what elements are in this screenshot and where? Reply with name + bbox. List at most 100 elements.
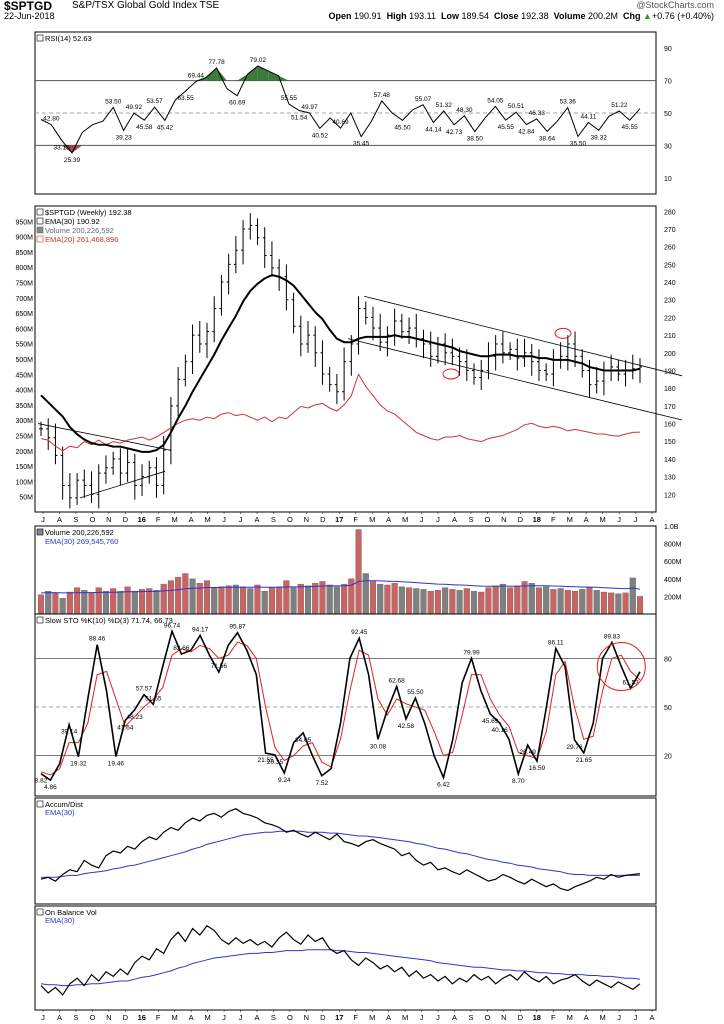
mid-x-label: M [567,515,573,524]
volume-bar [131,590,138,615]
rsi-overbought-fill [206,67,217,81]
stoch-value-label: 26.49 [520,749,537,756]
mid-x-label: J [617,515,621,524]
price-y-tick: 140 [664,457,676,464]
volume-bar [362,573,369,615]
bottom-x-label: A [649,1013,654,1022]
bottom-x-label: M [567,1013,573,1022]
rsi-value-label: 39.32 [591,134,608,141]
open-value: 190.91 [354,11,382,21]
rsi-value-label: 46.33 [529,110,546,117]
volume-bar [564,590,571,615]
rsi-overbought-fill [257,65,269,81]
price-y-tick: 260 [664,245,676,252]
price-y-tick: 270 [664,227,676,234]
mid-x-label: M [599,515,605,524]
obv-panel-frame [34,905,657,1011]
stoch-value-label: 20.35 [267,759,284,766]
volume-bar [182,573,189,615]
mid-x-label: A [57,515,62,524]
channel-upper-line [363,295,683,377]
stoch-value-label: 45.69 [482,718,499,725]
rsi-overbought-fill [268,70,279,81]
stoch-value-label: 34.05 [295,737,312,744]
volume-bar [586,587,593,615]
volume-bar [52,592,59,615]
bottom-x-label: 16 [138,1013,146,1022]
mid-x-label: F [156,515,161,524]
bottom-x-label: A [254,1013,259,1022]
rsi-value-label: 49.97 [301,104,318,111]
rsi-oversold-fill [61,145,72,153]
rsi-value-label: 44.11 [580,114,596,121]
rsi-value-label: 69.44 [188,73,205,80]
mid-x-label: A [189,515,194,524]
bottom-x-label: O [484,1013,490,1022]
price-y-tick: 250 [664,262,676,269]
bottom-x-label: N [106,1013,111,1022]
rsi-value-label: 45.42 [157,124,174,131]
volume-bar [463,588,470,615]
rsi-value-label: 42.73 [446,129,463,136]
volume-bar [124,586,131,615]
rsi-value-label: 38.64 [539,135,556,142]
volume-bar [175,576,182,615]
wedge-upper-line [37,423,171,451]
high-circle-annotation [554,327,572,339]
volume-y-tick: 800M [15,265,33,272]
bottom-x-label: 18 [533,1013,541,1022]
low-circle-annotation [442,368,460,380]
volume-y-tick: 800M [664,542,682,549]
volume-y-tick: 250M [15,434,33,441]
volume-y-tick: 750M [15,281,33,288]
volume-bar [261,590,268,615]
symbol: $SPTGD [4,0,53,13]
price-legend-swatch [36,235,44,243]
volume-bar [499,583,506,615]
brand-logo[interactable]: @StockCharts.com [636,0,714,10]
rsi-value-label: 54.05 [487,97,504,104]
volume-bar [45,590,52,615]
rsi-value-label: 39.23 [115,134,132,141]
stoch-y-tick: 80 [664,656,672,663]
volume-bar [384,584,391,615]
rsi-line [40,65,641,154]
chg-value: +0.76 (+0.40%) [651,11,714,21]
bottom-x-label: F [156,1013,161,1022]
chg-label: Chg [623,11,641,21]
volume-bar [420,589,427,615]
volume-bar [203,580,211,615]
bottom-x-label: J [617,1013,621,1022]
obv-ema-line [40,949,641,987]
volume-bar [413,588,420,615]
volume-y-tick: 100M [15,479,33,486]
stoch-value-label: 82.66 [173,645,190,652]
rsi-value-label: 79.02 [250,57,267,64]
rsi-value-label: 44.14 [425,126,442,133]
rsi-value-label: 55.55 [281,95,298,102]
bottom-x-label: D [320,1013,326,1022]
rsi-value-label: 63.55 [177,95,194,102]
quote-line: Open 190.91 High 193.11 Low 189.54 Close… [329,11,715,21]
chart-header: $SPTGD S&P/TSX Global Gold Index TSE 22-… [0,0,724,24]
volume-bar [102,590,109,615]
volume-bar [225,585,232,615]
chg-arrow: ▲ [643,11,652,21]
price-y-tick: 180 [664,386,676,393]
volume-bar [514,585,521,615]
obv-legend-swatch [36,908,44,916]
price-y-tick: 220 [664,315,676,322]
bottom-x-label: A [452,1013,457,1022]
volume-y-tick: 200M [15,449,33,456]
volume-bar [492,585,499,615]
stoch-legend: Slow STO %K(10) %D(3) 71.74, 66.73 [45,616,173,625]
rsi-value-label: 51.22 [611,102,628,109]
close-label: Close [494,11,519,21]
price-y-tick: 200 [664,351,676,358]
price-legend-swatch [36,217,44,225]
stoch-k-line [40,628,641,782]
volume-bar [593,590,600,615]
bottom-x-label: A [386,1013,391,1022]
price-legend-2: Volume 200,226,592 [45,226,114,235]
bottom-x-label: A [584,1013,589,1022]
